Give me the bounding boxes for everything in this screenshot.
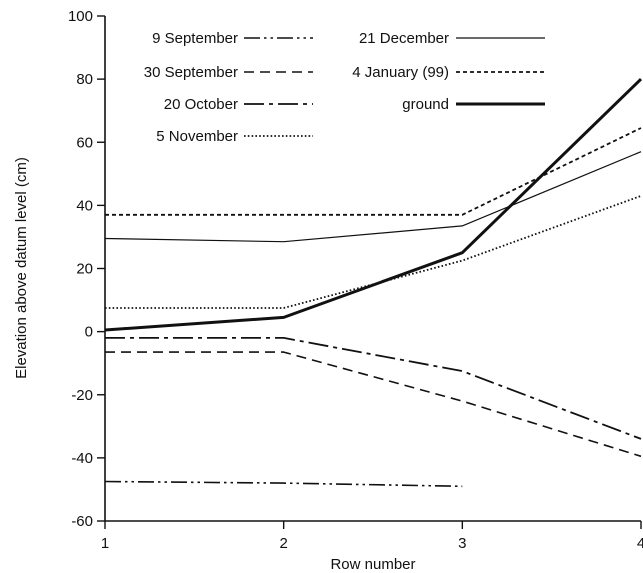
legend-label: ground [402, 96, 449, 113]
x-axis-title: Row number [330, 556, 415, 573]
y-tick-label: -20 [71, 387, 93, 404]
series-line-9-september [104, 480, 463, 488]
series-line-ground [104, 78, 643, 332]
series-line-5-november [105, 195, 642, 309]
y-tick-label: 40 [76, 197, 93, 214]
x-tick-label: 2 [279, 535, 287, 552]
series-line-20-october [105, 336, 642, 440]
legend-label: 9 September [152, 30, 238, 47]
y-tick-label: 80 [76, 71, 93, 88]
x-tick-label: 3 [458, 535, 466, 552]
y-tick-label: 20 [76, 261, 93, 278]
legend-label: 5 November [156, 128, 238, 145]
series-line-30-september [105, 351, 642, 458]
axes: -60 -40 -20 0 20 40 60 80 100 1 2 3 4 [68, 8, 643, 552]
legend-label: 21 December [359, 30, 449, 47]
y-tick-label: -40 [71, 450, 93, 467]
y-tick-label: -60 [71, 513, 93, 530]
legend-label: 30 September [144, 64, 238, 81]
x-tick-label: 4 [637, 535, 643, 552]
y-tick-label: 0 [85, 324, 93, 341]
y-axis-title: Elevation above datum level (cm) [13, 157, 30, 379]
series-line-21-december [104, 151, 642, 243]
series-line-4-january-99 [105, 127, 642, 216]
legend-label: 20 October [164, 96, 238, 113]
legend: 9 September 30 September 20 October 5 Novem… [144, 30, 545, 145]
y-tick-label: 100 [68, 8, 93, 25]
x-tick-label: 1 [101, 535, 109, 552]
series-layer [104, 78, 643, 488]
y-tick-label: 60 [76, 134, 93, 151]
legend-label: 4 January (99) [352, 64, 449, 81]
